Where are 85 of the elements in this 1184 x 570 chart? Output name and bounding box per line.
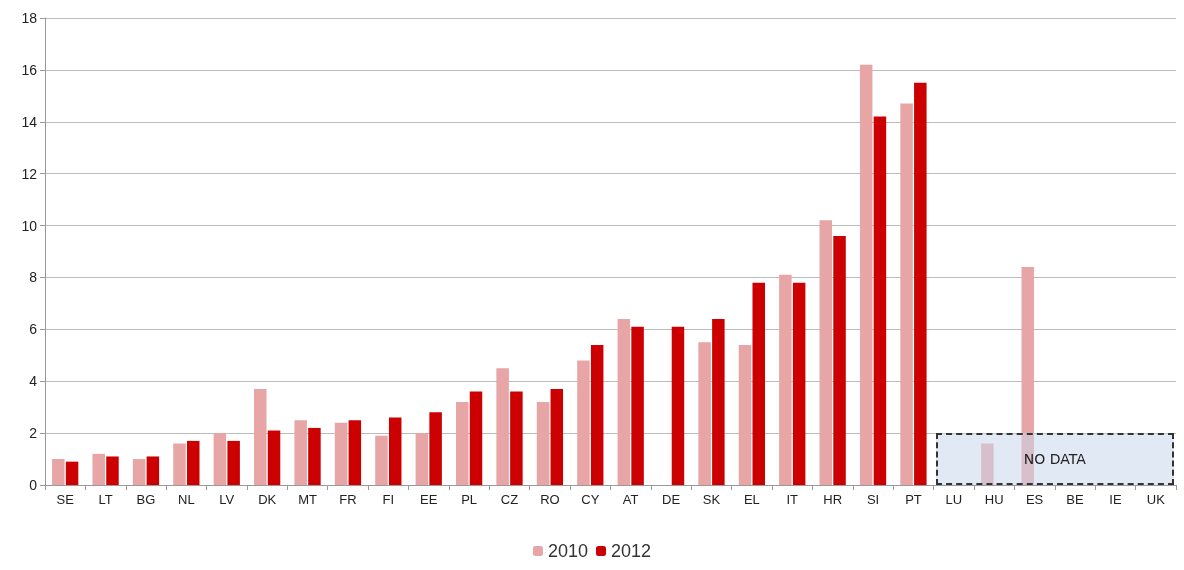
bar	[859, 64, 873, 485]
x-tick-label: NL	[178, 492, 195, 507]
y-tick-label: 18	[21, 10, 38, 26]
bar	[106, 456, 119, 485]
legend-label: 2010	[547, 541, 588, 561]
bar	[577, 360, 590, 485]
y-tick-label: 8	[29, 269, 38, 286]
bar	[254, 389, 267, 485]
bar	[738, 344, 752, 485]
bar	[173, 443, 186, 485]
legend-label: 2012	[611, 541, 652, 561]
bar	[92, 453, 105, 485]
bar	[510, 391, 523, 485]
bar	[617, 318, 631, 485]
bar	[792, 282, 806, 485]
x-tick-label: LV	[219, 492, 235, 507]
x-tick-label: SI	[866, 492, 880, 507]
bar	[914, 82, 927, 485]
bar	[752, 282, 765, 485]
x-tick-label: EE	[420, 492, 438, 507]
x-tick-label: SK	[702, 492, 721, 507]
bar	[631, 326, 644, 485]
x-tick-label: BG	[136, 492, 156, 507]
bar	[590, 344, 604, 485]
x-tick-label: CZ	[500, 492, 519, 507]
bar	[388, 417, 402, 485]
y-tick-label: 0	[29, 477, 38, 493]
x-tick-label: IT	[786, 492, 799, 507]
y-tick-label: 6	[29, 321, 38, 338]
y-tick-label: 2	[29, 425, 38, 442]
bar	[469, 391, 483, 485]
bar	[833, 235, 846, 485]
x-tick-label: FI	[382, 492, 395, 507]
bar	[227, 440, 240, 485]
bar	[213, 433, 227, 485]
x-tick-label: FR	[339, 492, 357, 507]
bar	[294, 420, 307, 485]
bar	[819, 220, 833, 485]
x-tick-label: ES	[1025, 492, 1044, 507]
bar	[779, 274, 792, 485]
x-tick-label: AT	[622, 492, 639, 507]
bar	[132, 459, 146, 485]
y-tick-label: 12	[21, 165, 38, 182]
bar	[900, 103, 913, 485]
bar	[671, 326, 685, 485]
y-tick-label: 4	[29, 373, 38, 390]
bar	[52, 459, 65, 485]
x-tick-label: IE	[1109, 492, 1122, 507]
y-tick-label: 14	[21, 113, 38, 130]
bar	[308, 427, 321, 485]
bar	[456, 401, 469, 485]
x-tick-label: LU	[945, 492, 963, 507]
x-tick-label: LT	[98, 492, 113, 507]
bar	[550, 389, 564, 485]
x-tick-label: PT	[905, 492, 922, 507]
x-tick-label: HU	[984, 492, 1004, 507]
x-tick-label: DE	[662, 492, 681, 507]
bar	[187, 440, 200, 485]
y-tick-label: 16	[21, 61, 38, 78]
x-tick-label: CY	[581, 492, 600, 507]
bar	[536, 401, 550, 485]
bar	[348, 420, 362, 485]
x-tick-label: HR	[823, 492, 843, 507]
bar	[146, 456, 160, 485]
bar	[873, 116, 887, 485]
dashed-box: NO DATA	[935, 433, 1174, 485]
bar	[698, 342, 711, 485]
bar	[496, 368, 509, 485]
x-tick-label: BE	[1066, 492, 1085, 507]
x-tick-label: RO	[540, 492, 560, 507]
x-tick-label: UK	[1146, 492, 1166, 507]
bar	[334, 422, 348, 485]
x-tick-label: EL	[743, 492, 760, 507]
bar	[981, 443, 994, 485]
bar	[267, 430, 281, 485]
bar	[429, 412, 442, 485]
bar	[712, 318, 725, 485]
x-tick-label: SE	[56, 492, 75, 507]
x-tick-label: DK	[258, 492, 277, 507]
bar	[375, 435, 388, 485]
x-tick-label: MT	[298, 492, 317, 507]
bar	[415, 433, 429, 485]
bar	[65, 461, 79, 485]
y-tick-label: 10	[21, 217, 38, 234]
x-tick-label: PL	[461, 492, 478, 507]
